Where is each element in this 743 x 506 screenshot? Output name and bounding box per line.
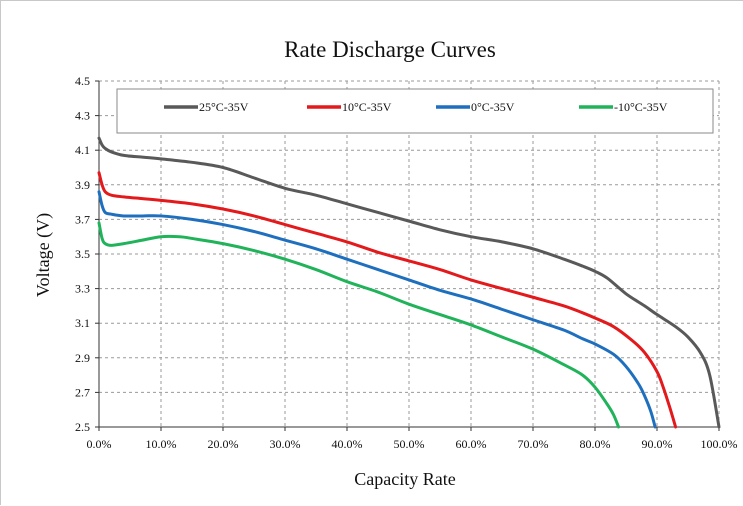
y-tick-labels: 2.5 2.7 2.9 3.1 3.3 3.5 3.7 3.9 4.1 4.3 4.5 (75, 74, 90, 434)
y-tick-label: 2.7 (75, 385, 90, 399)
y-tick-label: 3.7 (75, 212, 90, 226)
series-line-1 (97, 171, 678, 429)
x-tick-label: 20.0% (208, 437, 239, 451)
y-tick-label: 3.1 (75, 316, 90, 330)
y-tick-label: 2.9 (75, 351, 90, 365)
y-tick-label: 3.5 (75, 247, 90, 261)
chart-title: Rate Discharge Curves (284, 37, 496, 62)
series-line-3 (97, 221, 621, 429)
series-line-0 (97, 136, 721, 429)
y-tick-label: 4.3 (75, 109, 90, 123)
y-tick-label: 2.5 (75, 420, 90, 434)
x-tick-label: 70.0% (518, 437, 549, 451)
x-tick-label: 50.0% (394, 437, 425, 451)
series-line-2 (97, 190, 657, 429)
legend: 25°C-35V 10°C-35V 0°C-35V -10°C-35V (116, 88, 714, 134)
legend-label-0: 25°C-35V (199, 100, 249, 114)
legend-box (116, 88, 714, 134)
x-tick-label: 40.0% (332, 437, 363, 451)
x-tick-label: 10.0% (146, 437, 177, 451)
series-lines (97, 136, 721, 429)
x-tick-label: 30.0% (270, 437, 301, 451)
y-tick-label: 4.5 (75, 74, 90, 88)
legend-label-3: -10°C-35V (614, 100, 668, 114)
y-tick-label: 3.9 (75, 178, 90, 192)
x-tick-labels: 0.0% 10.0% 20.0% 30.0% 40.0% 50.0% 60.0% 70.0% 8… (87, 437, 738, 451)
x-tick-label: 90.0% (642, 437, 673, 451)
x-tick-label: 0.0% (87, 437, 112, 451)
x-tick-label: 100.0% (701, 437, 738, 451)
legend-label-2: 0°C-35V (471, 100, 515, 114)
y-tick-label: 3.3 (75, 282, 90, 296)
y-axis-label: Voltage (V) (33, 213, 54, 297)
x-tick-label: 80.0% (580, 437, 611, 451)
legend-label-1: 10°C-35V (342, 100, 392, 114)
y-tick-label: 4.1 (75, 143, 90, 157)
x-axis-label: Capacity Rate (354, 469, 455, 489)
x-tick-label: 60.0% (456, 437, 487, 451)
